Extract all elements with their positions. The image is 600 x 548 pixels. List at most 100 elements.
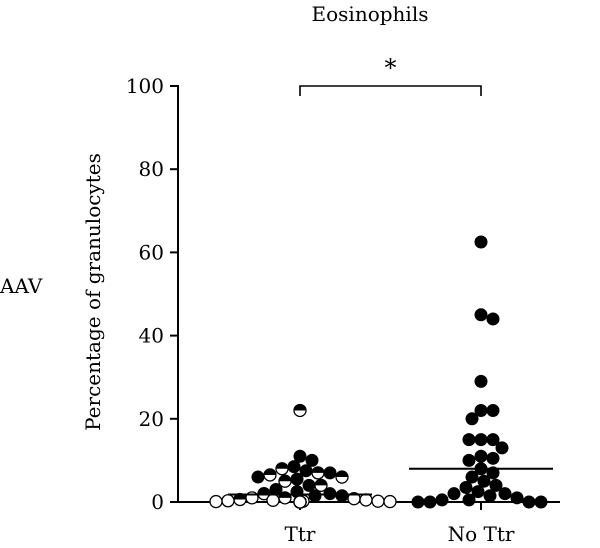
data-point [510,491,524,505]
data-point [290,472,304,486]
point-half-fill [279,475,291,482]
point-filled [495,441,509,455]
data-points [209,235,548,509]
point-filled [486,451,500,465]
point-half-fill [276,462,288,469]
data-point [293,403,307,418]
point-open [266,493,280,507]
y-axis: 0 20 40 60 80 100 [126,74,179,514]
point-filled [308,489,322,503]
data-point [474,449,488,463]
point-filled [251,470,265,484]
point-half-fill [312,466,324,473]
point-filled [486,312,500,326]
point-filled [411,495,425,509]
data-point [486,433,500,447]
point-filled [534,495,548,509]
point-open [371,494,385,508]
x-axis: Ttr No Ttr [178,501,560,546]
data-point [411,495,425,509]
point-open [293,495,307,509]
point-filled [486,466,500,480]
data-point [498,487,512,501]
data-point [465,412,479,426]
point-filled [474,433,488,447]
point-filled [474,449,488,463]
data-point [474,235,488,249]
y-tick-label: 60 [139,240,164,264]
data-point [495,441,509,455]
data-point [486,312,500,326]
point-open [359,493,373,507]
data-point [483,489,497,503]
x-tick-label: No Ttr [448,522,515,546]
chart-title: Eosinophils [312,2,429,26]
point-open [209,494,223,509]
data-point [474,308,488,322]
significance-bracket-line [299,85,482,96]
data-point [486,466,500,480]
point-filled [486,433,500,447]
point-filled [498,487,512,501]
point-half-fill [294,404,306,411]
point-filled [465,470,479,484]
point-filled [447,487,461,501]
data-point [474,374,488,388]
point-filled [293,449,307,463]
point-filled [489,478,503,492]
data-point [263,468,277,482]
data-point [305,453,319,467]
point-filled [462,453,476,467]
data-point [359,493,373,507]
data-point [435,493,449,507]
point-half-fill [258,487,270,494]
data-point [314,478,328,493]
data-point [383,494,397,509]
point-filled [459,480,473,494]
data-point [311,466,325,480]
point-filled [335,489,349,503]
significance-star: * [385,54,397,82]
point-half-fill [336,471,348,478]
data-point [471,485,485,499]
data-point [462,453,476,467]
point-open [221,494,235,508]
point-filled [290,472,304,486]
point-half-fill [264,468,276,475]
data-point [462,433,476,447]
significance-bracket: * [299,54,482,96]
data-point [293,495,307,509]
data-point [465,470,479,484]
y-tick-label: 20 [139,407,164,431]
point-filled [474,235,488,249]
data-point [278,474,292,488]
data-point [275,462,289,476]
data-point [423,495,437,509]
y-tick-label: 0 [151,490,164,514]
point-filled [465,412,479,426]
data-point [308,489,322,503]
point-filled [474,308,488,322]
data-point [462,493,476,507]
data-point [221,494,235,508]
point-filled [462,493,476,507]
x-tick-label: Ttr [285,522,316,546]
point-filled [486,403,500,417]
point-filled [423,495,437,509]
point-filled [287,460,301,474]
data-point [266,493,280,507]
data-point [251,470,265,484]
point-filled [323,466,337,480]
data-point [477,474,491,488]
point-filled [477,474,491,488]
data-point [486,451,500,465]
point-filled [435,493,449,507]
point-filled [522,495,536,509]
data-point [335,470,349,484]
data-point [323,466,337,480]
data-point [209,494,223,509]
side-label: AAV [0,274,43,298]
point-half-fill [315,479,327,486]
point-open [383,494,397,509]
